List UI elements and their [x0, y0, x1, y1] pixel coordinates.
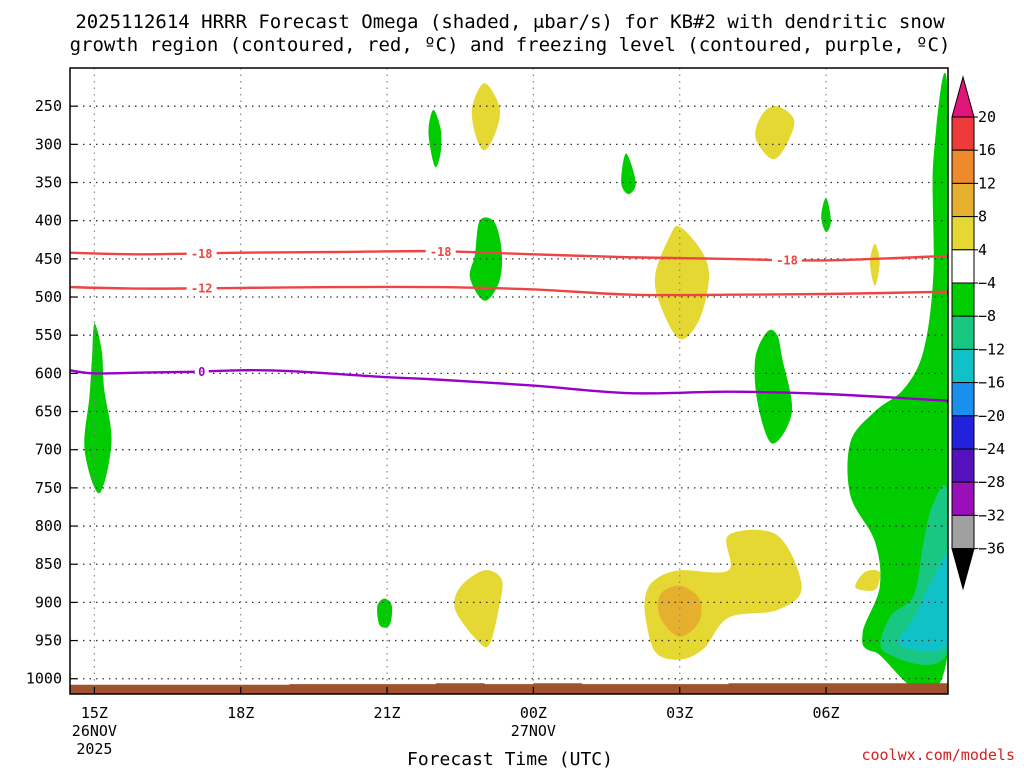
colorbar-swatch-4	[951, 249, 975, 284]
x-tick-label-06Z: 06Z	[813, 704, 840, 722]
plot-area	[84, 72, 948, 694]
contour-label-dgz-minus-18-1: -18	[430, 245, 452, 259]
y-axis: 250 300 350 400 450 500 550 600 650 700 750 800 850 9…	[26, 97, 77, 688]
y-tick-label-950: 950	[35, 632, 62, 650]
colorbar-swatch-12	[951, 514, 975, 550]
terrain	[70, 683, 948, 694]
omega-region-descent-07z-mid	[870, 243, 880, 286]
colorbar-label-5: −4	[978, 274, 996, 292]
omega-region-descent-03z-core	[657, 585, 702, 637]
y-tick-label-1000: 1000	[26, 670, 62, 688]
colorbar-label-6: −8	[978, 307, 996, 325]
colorbar-label-0: 20	[978, 108, 996, 126]
colorbar-swatch-0	[951, 116, 975, 151]
colorbar-overflow-bottom	[951, 548, 975, 591]
x-tick-label-03Z: 03Z	[666, 704, 693, 722]
colorbar-label-4: 4	[978, 241, 987, 259]
y-tick-label-450: 450	[35, 250, 62, 268]
x-tick-date-00Z: 27NOV	[511, 722, 556, 740]
y-tick-label-300: 300	[35, 135, 62, 153]
colorbar-swatch-8	[951, 382, 975, 417]
y-tick-label-650: 650	[35, 403, 62, 421]
plot-frame	[69, 67, 949, 695]
x-tick-date-15Z: 26NOV	[72, 722, 117, 740]
colorbar-swatch-10	[951, 448, 975, 483]
colorbar-swatch-1	[951, 149, 975, 184]
x-axis-label: Forecast Time (UTC)	[407, 749, 613, 768]
omega-region-ascent-edge-core	[897, 554, 948, 652]
y-tick-label-350: 350	[35, 174, 62, 192]
colorbar-label-1: 16	[978, 141, 996, 159]
colorbar-swatch-11	[951, 481, 975, 516]
contour-freezing-level	[69, 368, 949, 402]
omega-region-ascent-05z-mid	[754, 329, 793, 444]
y-tick-label-750: 750	[35, 479, 62, 497]
colorbar-swatch-3	[951, 216, 975, 251]
colorbar-swatch-6	[951, 315, 975, 350]
omega-region-descent-23z-high	[471, 83, 501, 151]
colorbar: 20 16 12 8 4 −4 −8 −12 −16 −20 −24 −28 −32 −36	[951, 75, 1005, 591]
omega-region-ascent-edge-column	[847, 72, 948, 694]
omega-region-descent-23z-low	[454, 570, 503, 648]
y-tick-label-550: 550	[35, 326, 62, 344]
colorbar-swatch-5	[951, 282, 975, 317]
y-tick-label-600: 600	[35, 364, 62, 382]
colorbar-label-11: −28	[978, 473, 1005, 491]
x-tick-label-15Z: 15Z	[81, 704, 108, 722]
colorbar-label-8: −16	[978, 374, 1005, 392]
colorbar-label-3: 8	[978, 208, 987, 226]
omega-region-ascent-23z-mid	[469, 217, 503, 301]
omega-region-ascent-21z-low	[377, 598, 393, 628]
colorbar-swatch-9	[951, 415, 975, 450]
terrain-ground-surface	[70, 683, 948, 694]
omega-region-ascent-06z-high	[821, 197, 831, 233]
contour-label-bg-dgz-minus-18-0	[186, 246, 217, 261]
colorbar-label-7: −12	[978, 340, 1005, 358]
contour-label-bg-dgz-minus-12-0	[186, 281, 217, 296]
chart-title-line2: growth region (contoured, red, ºC) and f…	[70, 34, 951, 56]
x-tick-label-21Z: 21Z	[374, 704, 401, 722]
colorbar-label-2: 12	[978, 174, 996, 192]
y-tick-label-850: 850	[35, 555, 62, 573]
y-tick-label-900: 900	[35, 593, 62, 611]
colorbar-swatch-2	[951, 182, 975, 218]
x-tick-label-18Z: 18Z	[227, 704, 254, 722]
contour-label-dgz-minus-12-0: -12	[191, 282, 213, 296]
omega-region-descent-03z-mid	[654, 225, 710, 340]
contour-label-dgz-minus-18-0: -18	[191, 247, 213, 261]
y-tick-label-250: 250	[35, 97, 62, 115]
y-tick-label-700: 700	[35, 441, 62, 459]
contour-label-bg-dgz-minus-18-2	[772, 252, 803, 267]
contour-lines: -18 -18 -18 -12 0	[69, 244, 949, 402]
y-tick-label-800: 800	[35, 517, 62, 535]
chart-title-line1: 2025112614 HRRR Forecast Omega (shaded, …	[75, 11, 945, 33]
omega-region-ascent-02z-high	[621, 153, 636, 194]
omega-region-descent-07z-low	[855, 569, 881, 591]
colorbar-label-9: −20	[978, 407, 1005, 425]
omega-region-ascent-15z-mid	[84, 323, 112, 494]
y-tick-label-500: 500	[35, 288, 62, 306]
contour-label-dgz-minus-18-2: -18	[776, 253, 798, 267]
grid-lines	[70, 68, 948, 694]
omega-region-descent-05z-high	[755, 105, 795, 160]
y-tick-label-400: 400	[35, 212, 62, 230]
colorbar-swatch-7	[951, 348, 975, 384]
colorbar-overflow-top	[951, 75, 975, 118]
source-credit[interactable]: coolwx.com/models	[861, 746, 1015, 764]
contour-label-bg-dgz-minus-18-1	[425, 244, 456, 259]
x-tick-year-15Z: 2025	[76, 740, 112, 758]
colorbar-label-13: −36	[978, 540, 1005, 558]
contour-label-bg-freezing-level-0	[194, 364, 209, 379]
colorbar-label-12: −32	[978, 506, 1005, 524]
omega-region-ascent-22z-high	[428, 110, 442, 168]
x-tick-label-00Z: 00Z	[520, 704, 547, 722]
contour-label-freezing-level-0: 0	[198, 365, 205, 379]
colorbar-label-10: −24	[978, 440, 1005, 458]
